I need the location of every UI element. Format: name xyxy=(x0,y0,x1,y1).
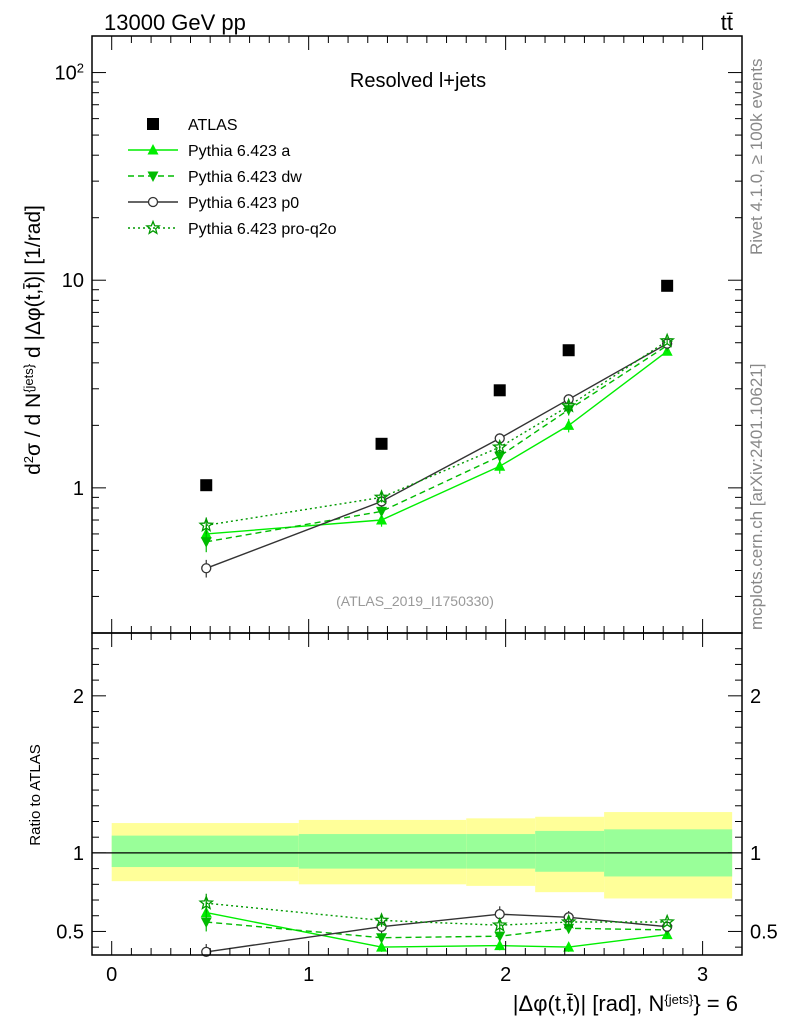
analysis-id: (ATLAS_2019_I1750330) xyxy=(336,593,494,609)
ratio-line-pythia_pro_q2o xyxy=(206,902,668,926)
ratio-point-pythia_a xyxy=(563,941,575,952)
x-axis-label: |Δφ(t,t̄)| [rad], N{jets}} = 6 xyxy=(513,991,738,1016)
ratio-y-tick-label-right: 2 xyxy=(750,686,761,708)
main-point-pythia_dw xyxy=(200,537,212,548)
legend-marker-pythia_p0 xyxy=(147,196,159,208)
x-tick-label: 1 xyxy=(303,964,314,986)
main-line-pythia_dw xyxy=(206,344,668,543)
legend-label-pythia_dw: Pythia 6.423 dw xyxy=(188,169,302,186)
ratio-y-tick-label-right: 0.5 xyxy=(750,921,778,943)
x-tick-label: 2 xyxy=(500,964,511,986)
ratio-point-pythia_a xyxy=(494,939,506,951)
ratio-y-axis-label: Ratio to ATLAS xyxy=(27,744,44,845)
main-point-pythia_dw xyxy=(494,451,506,463)
legend-label-pythia_pro_q2o: Pythia 6.423 pro-q2o xyxy=(188,221,337,238)
ratio-line-pythia_dw xyxy=(206,921,668,939)
main-point-pythia_pro_q2o xyxy=(373,489,390,505)
main-point-pythia_pro_q2o xyxy=(491,438,508,454)
ratio-band-inner xyxy=(535,830,605,872)
x-tick-label: 0 xyxy=(106,964,117,986)
main-y-tick-label: 1 xyxy=(73,478,84,500)
main-point-data xyxy=(562,344,575,357)
main-line-pythia_pro_q2o xyxy=(206,340,668,526)
ratio-point-pythia_pro_q2o xyxy=(373,912,390,928)
ratio-y-tick-label-right: 1 xyxy=(750,843,761,865)
legend-marker-pythia_a xyxy=(147,144,159,155)
main-title: Resolved l+jets xyxy=(350,70,486,92)
main-point-data xyxy=(661,279,674,292)
ratio-point-pythia_dw xyxy=(200,917,212,929)
legend-marker-data xyxy=(147,118,159,130)
mcplots-source-text: mcplots.cern.ch [arXiv:2401.10621] xyxy=(747,364,766,630)
main-point-pythia_pro_q2o xyxy=(560,397,577,413)
main-point-pythia_a xyxy=(494,460,506,471)
main-y-axis-label: d2σ / d N{jets} d |Δφ(t,t̄)| [1/rad] xyxy=(21,205,46,475)
ratio-band-inner xyxy=(111,835,299,868)
main-plot-area xyxy=(198,279,676,578)
ratio-y-tick-label-left: 0.5 xyxy=(56,921,84,943)
main-point-pythia_a xyxy=(376,514,388,525)
main-point-pythia_dw xyxy=(376,506,388,518)
legend-label-data: ATLAS xyxy=(188,117,238,134)
ratio-plot-area xyxy=(92,812,742,958)
rivet-version-text: Rivet 4.1.0, ≥ 100k events xyxy=(747,59,766,255)
main-panel: 1 10 102 Resolved l+jets (ATLAS_2019_I1750… xyxy=(55,35,743,634)
ratio-y-tick-label-left: 1 xyxy=(73,843,84,865)
main-point-pythia_pro_q2o xyxy=(659,332,676,348)
legend: ATLAS Pythia 6.423 a Pythia 6.423 dw Pythia… xyxy=(128,117,337,238)
ratio-point-pythia_pro_q2o xyxy=(198,894,215,910)
ratio-point-pythia_p0 xyxy=(201,946,212,958)
ratio-panel-frame xyxy=(91,632,743,956)
main-y-tick-label: 102 xyxy=(55,60,84,85)
ratio-point-pythia_a xyxy=(376,941,388,952)
legend-label-pythia_a: Pythia 6.423 a xyxy=(188,143,290,160)
main-point-data xyxy=(200,479,213,492)
legend-marker-pythia_pro_q2o xyxy=(145,219,161,235)
legend-label-pythia_p0: Pythia 6.423 p0 xyxy=(188,195,299,212)
ratio-axes: 0.5 0.5 1 1 2 2 0 1 2 3 xyxy=(56,632,778,986)
main-point-pythia_p0 xyxy=(201,563,212,574)
ratio-band-inner xyxy=(298,834,467,869)
ratio-point-pythia_dw xyxy=(376,933,388,944)
ratio-point-pythia_dw xyxy=(494,931,506,943)
ratio-y-tick-label-left: 2 xyxy=(73,686,84,708)
main-point-data xyxy=(375,437,388,450)
main-point-pythia_a xyxy=(563,419,575,430)
x-tick-label: 3 xyxy=(697,964,708,986)
process-label: tt̄ xyxy=(721,10,733,35)
energy-label: 13000 GeV pp xyxy=(104,10,246,35)
ratio-point-pythia_pro_q2o xyxy=(491,916,508,932)
main-axes: 1 10 102 xyxy=(55,36,742,634)
ratio-point-pythia_pro_q2o xyxy=(659,913,676,929)
main-y-tick-label: 10 xyxy=(62,270,84,292)
ratio-panel: 0.5 0.5 1 1 2 2 0 1 2 3 xyxy=(56,632,778,986)
legend-marker-pythia_dw xyxy=(147,171,159,182)
main-line-pythia_p0 xyxy=(205,342,668,569)
main-point-data xyxy=(493,384,506,397)
main-point-pythia_pro_q2o xyxy=(198,517,215,533)
ratio-band-inner xyxy=(466,834,536,869)
main-line-pythia_a xyxy=(206,350,668,535)
ratio-point-pythia_pro_q2o xyxy=(560,913,577,929)
